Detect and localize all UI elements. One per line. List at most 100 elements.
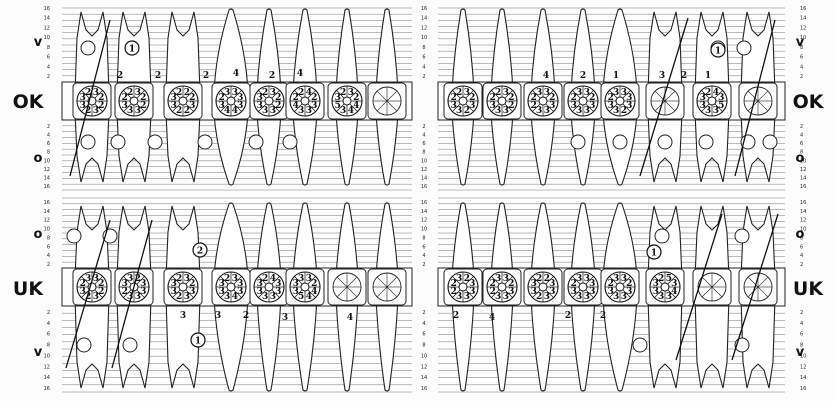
probing-depth-value: 2 xyxy=(580,71,586,81)
rosette-spoke xyxy=(172,90,181,99)
rosette-center xyxy=(458,96,468,106)
rosette-spoke xyxy=(294,103,303,112)
probing-depth-value: 2 xyxy=(269,71,275,81)
rosette-spoke xyxy=(336,103,345,112)
rosette-center xyxy=(226,96,236,106)
rosette-spoke xyxy=(491,103,500,112)
probing-depth-value: 2 xyxy=(549,93,555,103)
depth-tick-label: 14 xyxy=(44,375,50,381)
rosette-center xyxy=(129,96,139,106)
lower-jaw-row: 3244533343333332333433323233233223333233… xyxy=(61,267,786,307)
rosette-center xyxy=(497,282,507,292)
probing-depth-value: 3 xyxy=(219,279,225,289)
probing-depth-value: 3 xyxy=(275,287,281,297)
depth-scale: 2 4 6 8 10 12 14 16 xyxy=(800,124,806,190)
furcation-circle xyxy=(66,228,82,244)
rosette-spoke xyxy=(622,103,631,112)
rosette-spoke xyxy=(81,276,90,285)
rosette-spoke xyxy=(609,90,618,99)
depth-tick-label: 2 xyxy=(47,124,50,130)
depth-tick-label: 14 xyxy=(800,375,806,381)
depth-tick-label: 8 xyxy=(800,150,803,156)
rosette-spoke xyxy=(622,90,631,99)
circled-number-text: 1 xyxy=(715,47,721,57)
rosette-spoke xyxy=(545,289,554,298)
upper-jaw-row: 3244353242333422322333323334432322322332… xyxy=(61,81,786,121)
probing-depth-value: 5 xyxy=(298,292,304,302)
rosette-spoke xyxy=(545,276,554,285)
rosette-spoke xyxy=(258,103,267,112)
probing-depth-value: 3 xyxy=(122,101,128,111)
furcation-circle xyxy=(147,134,163,150)
probing-depth-value: 3 xyxy=(653,287,659,297)
probing-depth-value: 3 xyxy=(584,88,590,98)
furcation-circle xyxy=(654,228,670,244)
tooth xyxy=(375,291,399,392)
depth-tick-label: 6 xyxy=(47,141,50,147)
rosette-spoke xyxy=(172,276,181,285)
rosette-center xyxy=(578,282,588,292)
depth-tick-label: 8 xyxy=(422,343,425,349)
depth-tick-label: 10 xyxy=(800,353,806,359)
probing-depth-value: 2 xyxy=(127,88,133,98)
buccal-marker: v xyxy=(34,345,43,360)
probing-depth-value: 4 xyxy=(233,69,239,79)
probing-depth-value: 3 xyxy=(293,287,299,297)
probing-depth-value: 3 xyxy=(127,274,133,284)
probing-depth-value: 3 xyxy=(262,106,268,116)
depth-tick-label: 4 xyxy=(422,253,425,259)
depth-tick-label: 14 xyxy=(44,175,50,181)
probing-depth-value: 3 xyxy=(584,106,590,116)
depth-scale: 2 4 6 8 10 12 14 16 xyxy=(44,310,50,392)
probing-depth-value: 1 xyxy=(613,71,619,81)
probing-depth-value: 3 xyxy=(571,101,577,111)
rosette-center xyxy=(178,282,188,292)
probing-depth-value: 3 xyxy=(621,88,627,98)
rosette-spoke xyxy=(504,289,513,298)
probing-depth-value: 3 xyxy=(503,292,509,302)
tooth-outline xyxy=(530,291,556,392)
probing-depth-value: 2 xyxy=(176,106,182,116)
depth-tick-label: 12 xyxy=(800,364,806,370)
lower-jaw-label-right: UK xyxy=(793,278,824,300)
rosette-spoke xyxy=(609,276,618,285)
rosette-spoke xyxy=(349,103,358,112)
probing-depth-value: 2 xyxy=(122,93,128,103)
probing-depth-value: 3 xyxy=(257,101,263,111)
extra-probing-marks: 2 2 2 4 2 4 4 12 3 2 13 3 2 3 4 2 4 2 2 xyxy=(117,69,711,323)
strike-line xyxy=(69,19,111,177)
depth-tick-label: 6 xyxy=(800,55,803,61)
probing-depth-value: 3 xyxy=(282,313,288,323)
furcation-circle xyxy=(110,134,126,150)
depth-tick-label: 14 xyxy=(421,175,427,181)
depth-tick-label: 8 xyxy=(800,343,803,349)
probing-depth-value: 3 xyxy=(270,106,276,116)
probing-depth-value: 4 xyxy=(232,106,238,116)
tooth xyxy=(570,291,596,392)
probing-depth-value: 3 xyxy=(621,292,627,302)
crown-occlusal-pattern xyxy=(743,86,773,116)
rosette-spoke xyxy=(233,90,242,99)
circled-number-ring xyxy=(190,332,206,348)
rosette-spoke xyxy=(185,90,194,99)
circled-number-ring xyxy=(710,42,726,58)
buccal-marker: v xyxy=(796,35,805,50)
probing-depth-value: 2 xyxy=(98,287,104,297)
probing-depth-value: 3 xyxy=(80,287,86,297)
tooth-outline xyxy=(570,291,596,392)
probing-depth-value: 2 xyxy=(453,311,459,321)
probing-depth-value: 3 xyxy=(589,101,595,111)
depth-tick-label: 12 xyxy=(44,364,50,370)
probing-depth-value: 2 xyxy=(456,88,462,98)
probing-depth-value: 2 xyxy=(80,279,86,289)
probing-depth-value: 3 xyxy=(613,106,619,116)
probing-depth-value: 4 xyxy=(543,71,549,81)
depth-tick-label: 4 xyxy=(47,321,50,327)
probing-depth-value: 2 xyxy=(275,93,281,103)
